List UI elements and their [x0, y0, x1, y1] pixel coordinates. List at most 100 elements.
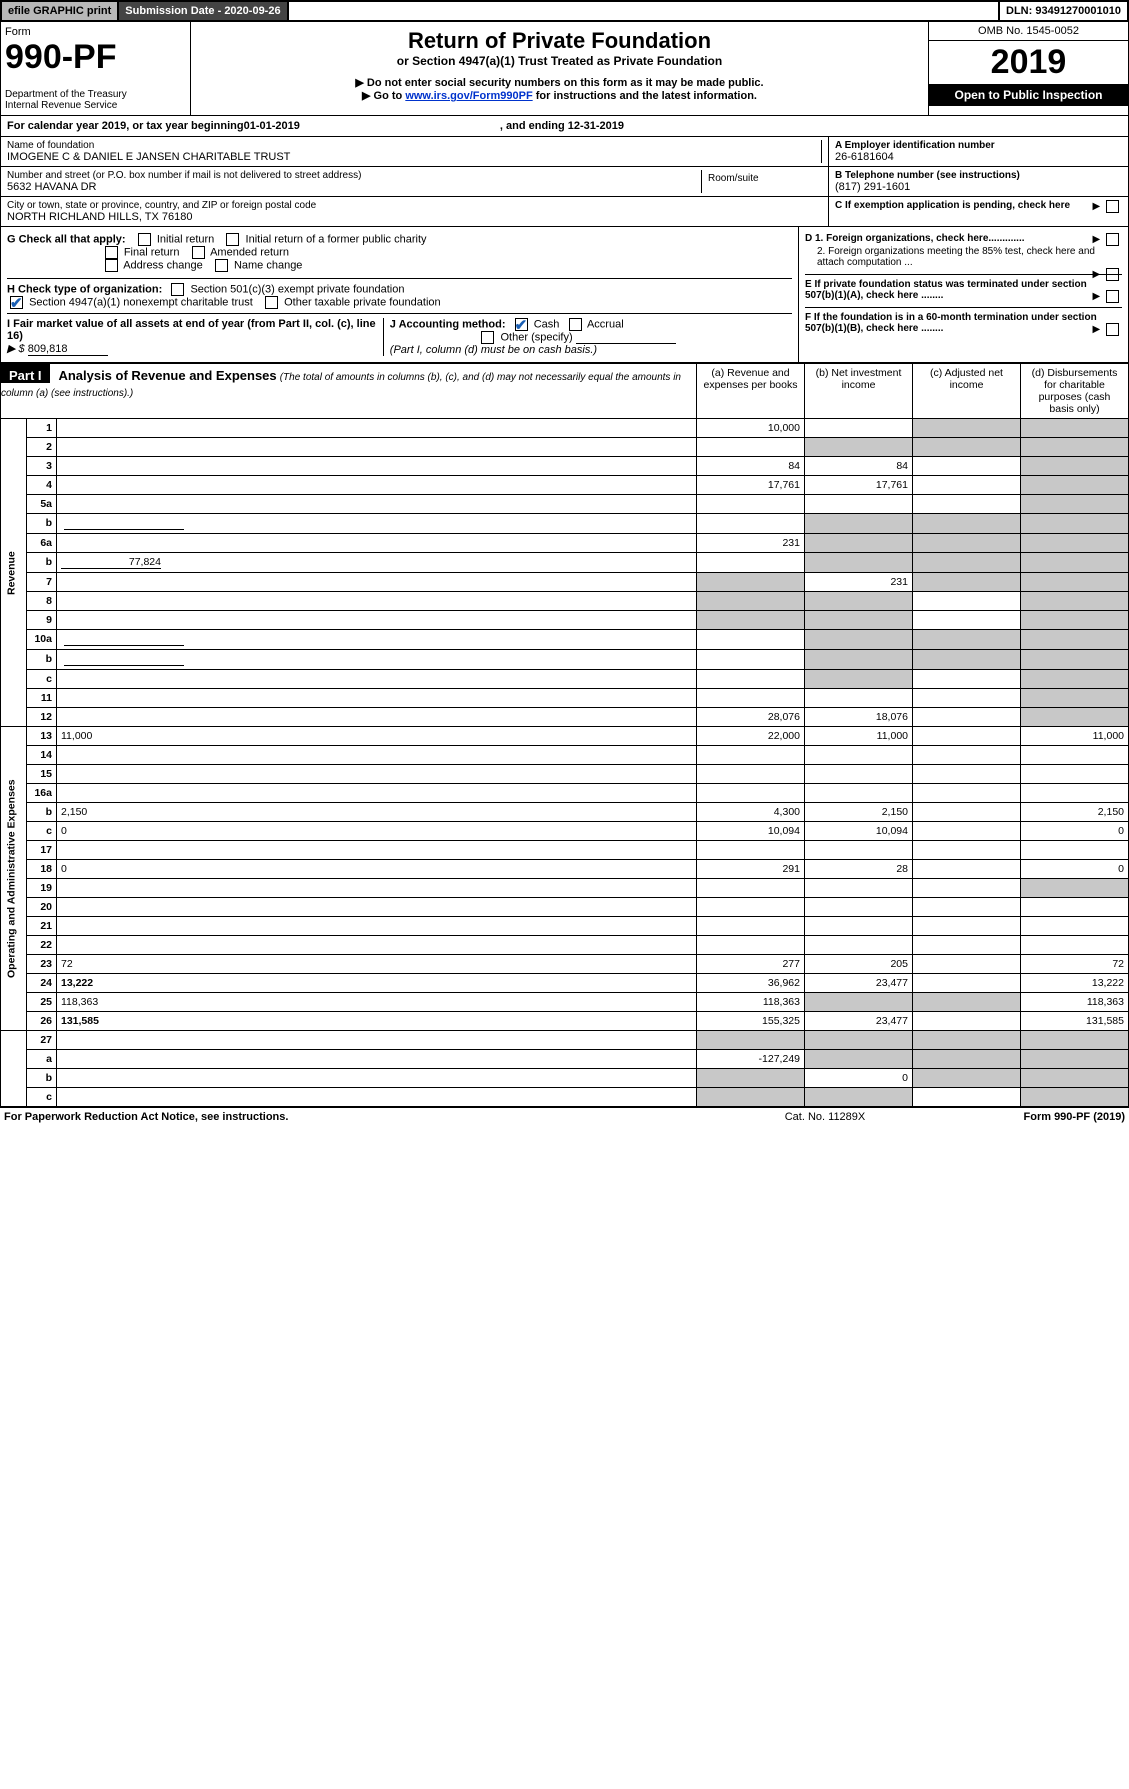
cell-b — [805, 650, 913, 670]
cell-a — [697, 1069, 805, 1088]
cell-d — [1021, 898, 1129, 917]
cell-b — [805, 689, 913, 708]
cell-d — [1021, 689, 1129, 708]
c-checkbox[interactable] — [1106, 200, 1119, 213]
g-address[interactable] — [105, 259, 118, 272]
row-num: 20 — [27, 898, 57, 917]
info-left: Name of foundation IMOGENE C & DANIEL E … — [1, 137, 828, 226]
row-num: 10a — [27, 630, 57, 650]
h-other-tax[interactable] — [265, 296, 278, 309]
cell-b: 10,094 — [805, 822, 913, 841]
cell-d — [1021, 917, 1129, 936]
f-checkbox[interactable] — [1106, 323, 1119, 336]
h-4947[interactable] — [10, 296, 23, 309]
row-desc — [57, 898, 697, 917]
d2-checkbox[interactable] — [1106, 268, 1119, 281]
cell-d — [1021, 534, 1129, 553]
j-other[interactable] — [481, 331, 494, 344]
cell-d: 0 — [1021, 822, 1129, 841]
g-initial[interactable] — [138, 233, 151, 246]
table-row: 25118,363118,363118,363 — [1, 993, 1129, 1012]
row-num: 14 — [27, 746, 57, 765]
row-desc — [57, 611, 697, 630]
cell-b — [805, 1050, 913, 1069]
cell-b: 11,000 — [805, 727, 913, 746]
row-num: b — [27, 1069, 57, 1088]
row-num: 8 — [27, 592, 57, 611]
form-link[interactable]: www.irs.gov/Form990PF — [405, 90, 532, 102]
fmv-value: 809,818 — [28, 343, 108, 356]
row-num: 4 — [27, 476, 57, 495]
row-desc: 13,222 — [57, 974, 697, 993]
cell-d: 0 — [1021, 860, 1129, 879]
row-desc: 72 — [57, 955, 697, 974]
dept-label: Department of the Treasury Internal Reve… — [5, 89, 186, 111]
row-num: 9 — [27, 611, 57, 630]
cell-a — [697, 1031, 805, 1050]
row-num: 17 — [27, 841, 57, 860]
cell-c — [913, 476, 1021, 495]
row-num: a — [27, 1050, 57, 1069]
i-label: I Fair market value of all assets at end… — [7, 318, 376, 342]
header-left: Form 990-PF Department of the Treasury I… — [1, 22, 191, 115]
row-num: 16a — [27, 784, 57, 803]
row-num: 6a — [27, 534, 57, 553]
footer-left: For Paperwork Reduction Act Notice, see … — [4, 1111, 725, 1123]
cell-d — [1021, 553, 1129, 573]
cell-b: 0 — [805, 1069, 913, 1088]
cell-a: 17,761 — [697, 476, 805, 495]
g-name[interactable] — [215, 259, 228, 272]
cell-d: 2,150 — [1021, 803, 1129, 822]
d1-checkbox[interactable] — [1106, 233, 1119, 246]
form-subtitle: or Section 4947(a)(1) Trust Treated as P… — [201, 54, 918, 68]
table-row: 20 — [1, 898, 1129, 917]
cell-c — [913, 457, 1021, 476]
cell-a — [697, 689, 805, 708]
c-label: C If exemption application is pending, c… — [835, 200, 1070, 211]
g-amended[interactable] — [192, 246, 205, 259]
cell-c — [913, 1088, 1021, 1107]
cell-c — [913, 765, 1021, 784]
cell-c — [913, 611, 1021, 630]
table-row: b2,1504,3002,1502,150 — [1, 803, 1129, 822]
options-block: G Check all that apply: Initial return I… — [0, 227, 1129, 363]
row-num: 3 — [27, 457, 57, 476]
options-left: G Check all that apply: Initial return I… — [1, 227, 798, 362]
cell-d — [1021, 630, 1129, 650]
cell-b — [805, 630, 913, 650]
row-num: b — [27, 553, 57, 573]
g-final[interactable] — [105, 246, 118, 259]
j-accrual[interactable] — [569, 318, 582, 331]
info-right: A Employer identification number 26-6181… — [828, 137, 1128, 226]
top-bar: efile GRAPHIC print Submission Date - 20… — [0, 0, 1129, 22]
city: NORTH RICHLAND HILLS, TX 76180 — [7, 211, 822, 223]
row-num: 7 — [27, 573, 57, 592]
row-num: c — [27, 1088, 57, 1107]
row-desc — [57, 841, 697, 860]
d1-label: D 1. Foreign organizations, check here..… — [805, 233, 1025, 244]
cell-d — [1021, 746, 1129, 765]
e-label: E If private foundation status was termi… — [805, 279, 1087, 301]
calendar-row: For calendar year 2019, or tax year begi… — [0, 116, 1129, 137]
e-checkbox[interactable] — [1106, 290, 1119, 303]
g-initial-public[interactable] — [226, 233, 239, 246]
cell-d — [1021, 879, 1129, 898]
footer-mid: Cat. No. 11289X — [725, 1111, 925, 1123]
cell-a — [697, 514, 805, 534]
j-cash[interactable] — [515, 318, 528, 331]
row-desc — [57, 1088, 697, 1107]
row-desc: 131,585 — [57, 1012, 697, 1031]
row-desc — [57, 1050, 697, 1069]
col-d: (d) Disbursements for charitable purpose… — [1021, 364, 1129, 419]
h-501c3[interactable] — [171, 283, 184, 296]
cell-c — [913, 936, 1021, 955]
cell-b: 205 — [805, 955, 913, 974]
table-row: 17 — [1, 841, 1129, 860]
row-num: 5a — [27, 495, 57, 514]
cell-a: 10,000 — [697, 419, 805, 438]
cell-a — [697, 936, 805, 955]
j-note: (Part I, column (d) must be on cash basi… — [390, 344, 597, 356]
row-desc — [57, 573, 697, 592]
cell-d: 72 — [1021, 955, 1129, 974]
cell-a — [697, 746, 805, 765]
